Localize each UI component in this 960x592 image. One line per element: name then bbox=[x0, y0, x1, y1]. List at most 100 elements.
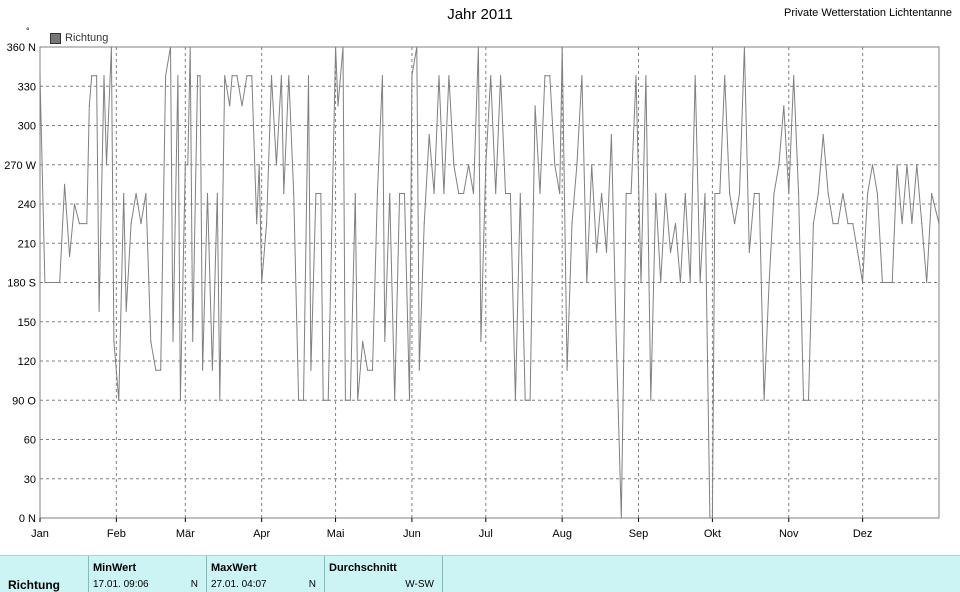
max-value: 27.01. 04:07 bbox=[211, 579, 267, 590]
data-point bbox=[224, 75, 226, 77]
x-tick-label: Jun bbox=[403, 528, 421, 540]
data-point bbox=[554, 164, 556, 166]
max-unit: N bbox=[308, 579, 316, 590]
data-point bbox=[123, 192, 125, 195]
data-point bbox=[211, 369, 214, 371]
data-point bbox=[298, 399, 300, 401]
data-point bbox=[184, 164, 186, 166]
row-label: Richtung bbox=[8, 578, 60, 592]
data-point bbox=[344, 399, 347, 401]
data-point bbox=[906, 164, 908, 166]
data-point bbox=[793, 75, 795, 77]
data-point bbox=[389, 192, 391, 195]
avg-header: Durchschnitt bbox=[329, 562, 397, 574]
data-point bbox=[428, 134, 430, 136]
data-point bbox=[620, 517, 622, 519]
data-point bbox=[862, 281, 864, 284]
data-point bbox=[438, 75, 440, 77]
data-point bbox=[896, 164, 898, 166]
data-point bbox=[362, 340, 364, 342]
empty-cell bbox=[442, 556, 960, 592]
min-value: 17.01. 09:06 bbox=[93, 579, 149, 590]
data-point bbox=[320, 192, 322, 195]
max-header: MaxWert bbox=[211, 562, 257, 574]
data-point bbox=[51, 281, 53, 284]
data-point bbox=[561, 46, 563, 48]
data-point bbox=[283, 192, 285, 195]
data-point bbox=[118, 399, 120, 401]
data-point bbox=[827, 192, 829, 195]
data-point bbox=[802, 399, 805, 401]
data-point bbox=[265, 223, 268, 225]
data-point bbox=[256, 223, 258, 225]
data-point bbox=[423, 223, 425, 225]
data-point bbox=[293, 192, 295, 195]
data-point bbox=[832, 223, 834, 225]
data-point bbox=[938, 223, 940, 225]
data-point bbox=[758, 192, 760, 195]
data-point bbox=[709, 517, 711, 519]
data-point bbox=[384, 340, 386, 342]
data-point bbox=[251, 75, 253, 77]
data-point bbox=[581, 75, 583, 77]
data-point bbox=[229, 105, 231, 107]
data-point bbox=[199, 75, 201, 77]
data-point bbox=[399, 192, 401, 195]
data-point bbox=[669, 251, 672, 254]
data-point bbox=[807, 399, 810, 401]
y-tick-label: 330 bbox=[18, 81, 36, 93]
min-cell: MinWert 17.01. 09:06 N bbox=[88, 556, 206, 592]
data-point bbox=[773, 192, 775, 195]
data-point bbox=[98, 310, 100, 312]
data-point bbox=[160, 369, 162, 371]
data-point bbox=[467, 164, 470, 166]
data-point bbox=[871, 164, 874, 166]
data-point bbox=[566, 369, 568, 371]
x-tick-label: Apr bbox=[253, 528, 270, 540]
x-tick-label: Mai bbox=[327, 528, 345, 540]
data-point bbox=[172, 340, 174, 342]
data-point bbox=[216, 192, 218, 195]
data-point bbox=[177, 75, 179, 77]
data-point bbox=[246, 75, 248, 77]
data-point bbox=[798, 192, 800, 195]
data-point bbox=[342, 46, 344, 48]
avg-value: W-SW bbox=[405, 579, 434, 590]
data-point bbox=[886, 281, 888, 284]
data-point bbox=[490, 75, 492, 77]
data-point bbox=[596, 251, 598, 254]
y-tick-label: 0 N bbox=[19, 513, 36, 525]
data-point bbox=[901, 223, 903, 225]
data-point bbox=[130, 223, 132, 225]
data-point bbox=[665, 192, 667, 195]
data-point bbox=[73, 203, 76, 205]
data-point bbox=[155, 369, 157, 371]
data-point bbox=[689, 281, 691, 284]
x-tick-label: Dez bbox=[853, 528, 873, 540]
data-point bbox=[635, 75, 637, 77]
data-point bbox=[322, 399, 324, 401]
data-point bbox=[911, 223, 913, 225]
data-point bbox=[261, 281, 263, 284]
data-point bbox=[68, 255, 71, 257]
data-point bbox=[704, 192, 706, 195]
data-point bbox=[729, 192, 731, 195]
data-point bbox=[778, 164, 780, 166]
x-tick-label: Jul bbox=[479, 528, 493, 540]
data-point bbox=[337, 105, 339, 107]
data-point bbox=[724, 75, 726, 77]
data-point bbox=[499, 75, 502, 77]
data-point bbox=[719, 192, 721, 195]
data-point bbox=[738, 192, 741, 195]
data-point bbox=[96, 75, 98, 77]
data-point bbox=[64, 183, 66, 185]
data-point bbox=[586, 281, 588, 284]
data-point bbox=[753, 192, 755, 195]
plot-frame bbox=[39, 46, 940, 519]
data-point bbox=[258, 164, 260, 166]
data-point bbox=[495, 192, 497, 195]
data-point bbox=[714, 192, 716, 195]
data-point bbox=[472, 192, 475, 195]
x-tick-label: Nov bbox=[779, 528, 799, 540]
data-point bbox=[88, 105, 90, 107]
